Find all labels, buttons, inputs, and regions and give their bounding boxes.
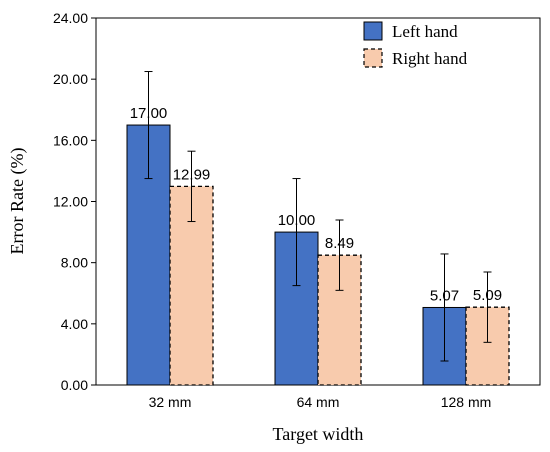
y-tick-label: 24.00: [53, 10, 88, 26]
data-label: 10.00: [278, 212, 316, 229]
data-label: 8.49: [325, 235, 354, 252]
bar-series: [126, 124, 510, 386]
legend-label-right-hand: Right hand: [392, 49, 468, 68]
legend-swatch-left-hand: [363, 21, 383, 41]
x-tick-label: 32 mm: [149, 394, 192, 410]
legend-swatch-right-hand: [363, 48, 383, 68]
x-axis-title: Target width: [273, 424, 364, 444]
x-tick-label: 64 mm: [297, 394, 340, 410]
data-label: 5.07: [430, 287, 459, 304]
y-tick-label: 4.00: [61, 316, 88, 332]
x-tick-label: 128 mm: [441, 394, 492, 410]
legend-label-left-hand: Left hand: [392, 22, 458, 41]
y-tick-label: 12.00: [53, 194, 88, 210]
legend: Left hand Right hand: [363, 21, 468, 68]
data-label: 17.00: [130, 105, 168, 122]
y-tick-label: 16.00: [53, 132, 88, 148]
y-axis-title: Error Rate (%): [7, 148, 28, 255]
data-label: 12.99: [173, 166, 211, 183]
data-label: 5.09: [473, 287, 502, 304]
y-tick-label: 20.00: [53, 71, 88, 87]
error-bars: [144, 71, 492, 362]
y-tick-label: 8.00: [61, 255, 88, 271]
data-labels: 17.00 12.99 10.00 8.49 5.07 5.09: [130, 105, 502, 304]
x-axis-ticks: 32 mm 64 mm 128 mm: [149, 394, 492, 410]
y-tick-label: 0.00: [61, 377, 88, 393]
y-axis-ticks: 0.00 4.00 8.00 12.00 16.00 20.00 24.00: [53, 10, 96, 393]
